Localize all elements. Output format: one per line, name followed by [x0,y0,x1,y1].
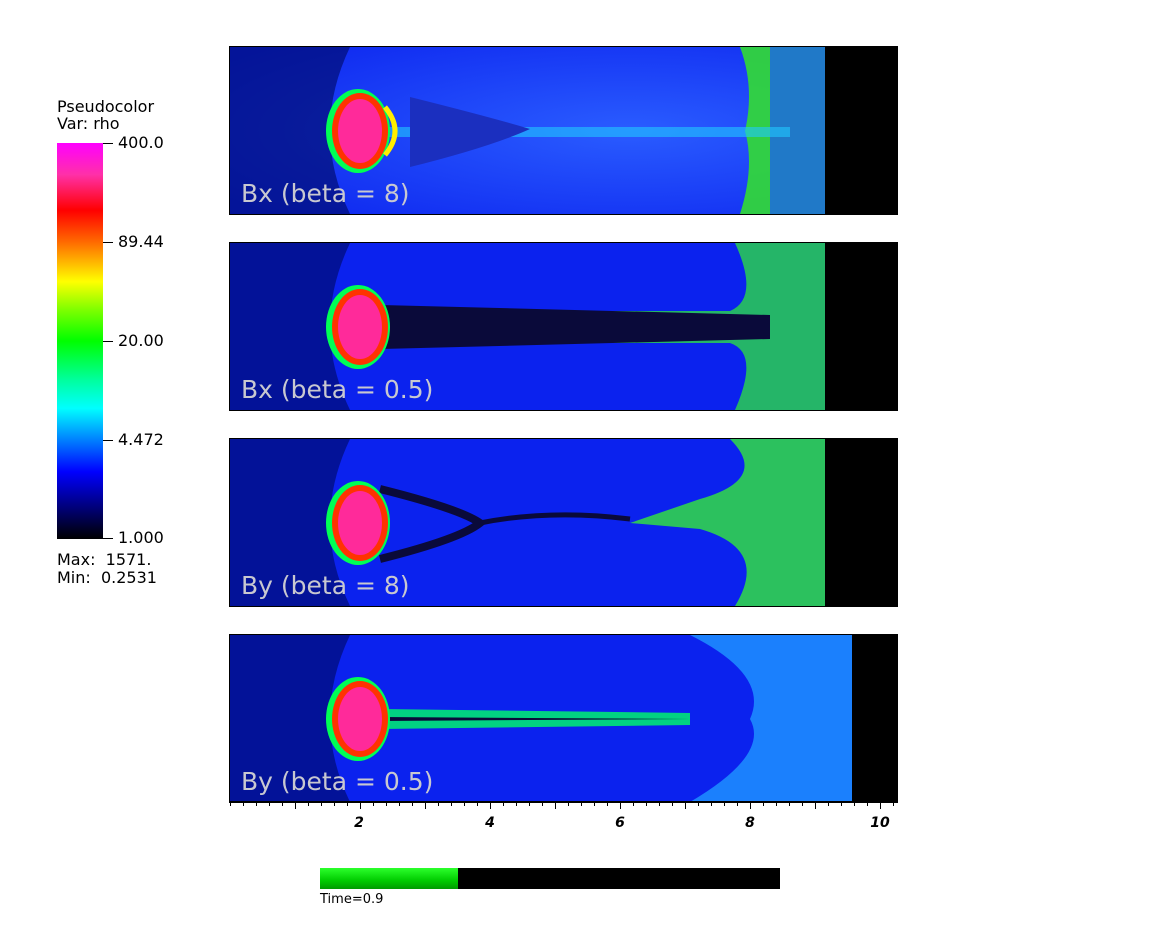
x-axis-tick [893,801,894,806]
x-axis-tick [854,801,855,806]
legend-title: Pseudocolor Var: rho [57,98,154,132]
colorbar-tick [103,341,113,342]
density-field [230,439,897,606]
x-axis-tick [295,801,296,809]
x-axis-tick [451,801,452,806]
legend-title-var: Var: rho [57,114,120,133]
colorbar-tick [103,440,113,441]
panel-label: By (beta = 0.5) [241,767,434,796]
x-axis-tick [516,801,517,806]
x-axis-tick [737,801,738,806]
x-axis-tick [334,801,335,806]
x-axis-tick [594,801,595,806]
colorbar-tick [103,242,113,243]
x-axis-tick [464,801,465,806]
x-axis-tick [763,801,764,806]
x-axis-tick [256,801,257,806]
x-axis-tick [425,801,426,809]
x-axis-tick [347,801,348,806]
x-axis-tick [360,801,361,809]
legend-min: Min: 0.2531 [57,568,157,587]
simulation-panel-3: By (beta = 8) [229,438,898,607]
panel-label: Bx (beta = 8) [241,179,410,208]
x-axis-tick [542,801,543,806]
x-tick-label: 4 [485,815,495,831]
x-axis-tick [581,801,582,806]
x-tick-label: 8 [745,815,755,831]
x-axis-tick [477,801,478,806]
simulation-panel-1: Bx (beta = 8) [229,46,898,215]
colorbar [57,143,103,539]
density-field [230,635,897,802]
x-axis-tick [776,801,777,806]
time-progress-fill [320,868,458,889]
x-axis-line [230,801,897,802]
x-axis: 2 4 6 8 10 [230,801,897,841]
x-axis-tick [438,801,439,806]
x-axis-tick [672,801,673,806]
x-axis-tick [659,801,660,806]
x-axis-tick [789,801,790,806]
panel-label: By (beta = 8) [241,571,410,600]
time-label: Time=0.9 [320,892,384,907]
x-axis-tick [620,801,621,809]
x-axis-tick [503,801,504,806]
colorbar-label: 400.0 [118,133,164,152]
x-axis-tick [399,801,400,806]
x-axis-tick [321,801,322,806]
x-axis-tick [386,801,387,806]
simulation-panel-2: Bx (beta = 0.5) [229,242,898,411]
x-axis-tick [529,801,530,806]
x-axis-tick [646,801,647,806]
x-axis-tick [269,801,270,806]
density-field [230,47,897,214]
x-axis-tick [607,801,608,806]
x-axis-tick [802,801,803,806]
x-axis-tick [230,801,231,806]
x-axis-tick [555,801,556,809]
x-axis-tick [750,801,751,809]
panel-label: Bx (beta = 0.5) [241,375,434,404]
x-tick-label: 6 [615,815,625,831]
x-axis-tick [308,801,309,806]
x-axis-tick [412,801,413,806]
x-axis-tick [880,801,881,809]
colorbar-label: 4.472 [118,430,164,449]
legend-max: Max: 1571. [57,550,152,569]
colorbar-label: 89.44 [118,232,164,251]
x-axis-tick [490,801,491,809]
x-axis-tick [373,801,374,806]
legend-title-plot: Pseudocolor [57,97,155,116]
density-field [230,243,897,410]
colorbar-tick [103,143,113,144]
time-progress-bar [320,868,780,889]
x-axis-tick [711,801,712,806]
x-axis-tick [867,801,868,806]
x-tick-label: 2 [354,815,364,831]
x-axis-tick [568,801,569,806]
colorbar-label: 20.00 [118,331,164,350]
x-axis-tick [243,801,244,806]
x-axis-tick [841,801,842,806]
x-axis-tick [724,801,725,806]
x-axis-tick [698,801,699,806]
colorbar-label: 1.000 [118,528,164,547]
x-axis-tick [828,801,829,806]
colorbar-tick [103,538,113,539]
x-axis-tick [282,801,283,806]
simulation-panel-4: By (beta = 0.5) [229,634,898,803]
x-tick-label: 10 [870,815,890,831]
x-axis-tick [633,801,634,806]
x-axis-tick [815,801,816,809]
x-axis-tick [685,801,686,809]
